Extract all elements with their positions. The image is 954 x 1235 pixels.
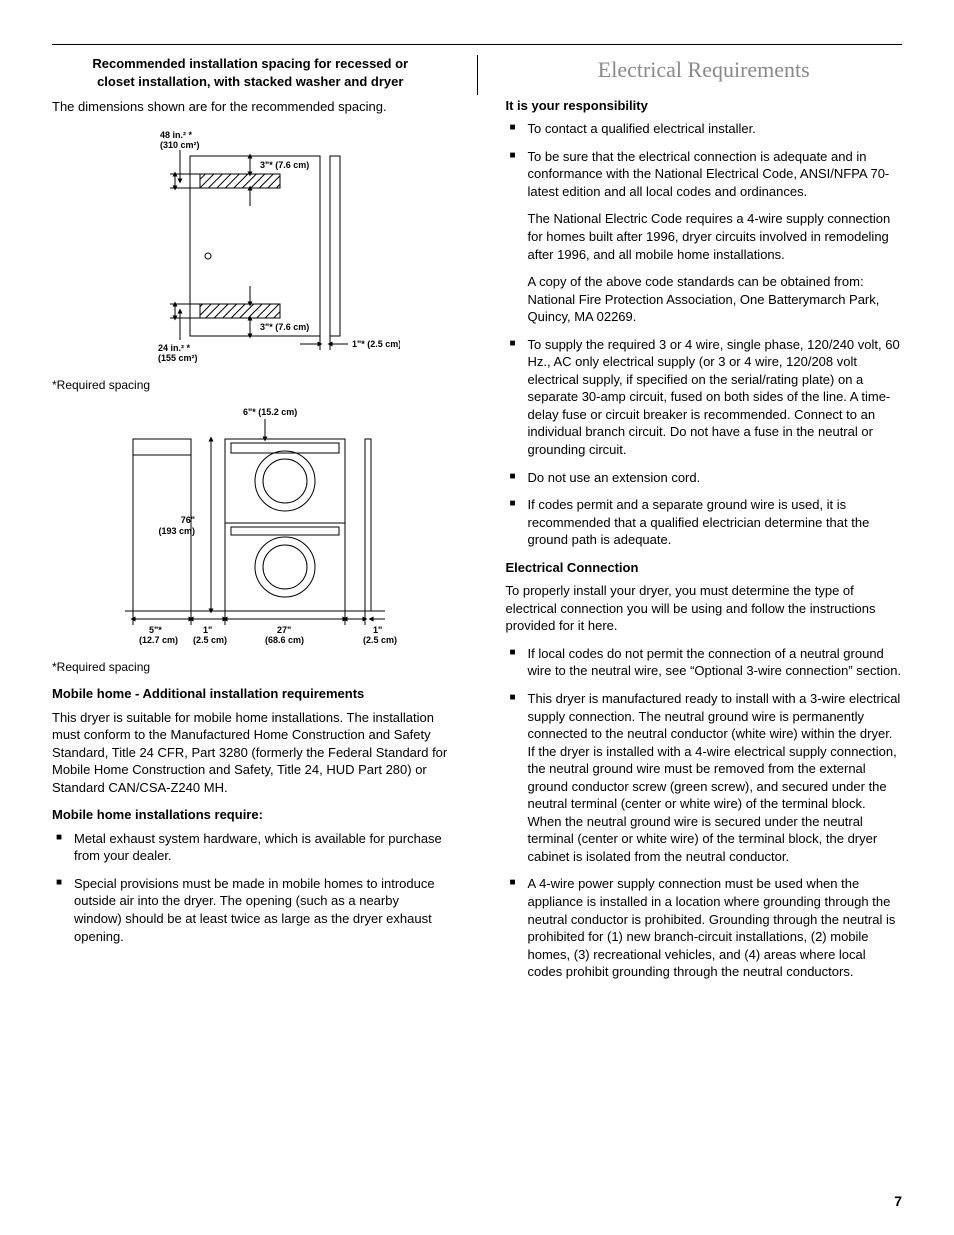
left-title-l2: closet installation, with stacked washer… [97, 74, 403, 89]
d2-r-a: 1" [373, 625, 382, 635]
two-column-layout: Recommended installation spacing for rec… [52, 44, 902, 991]
list-item: This dryer is manufactured ready to inst… [506, 690, 903, 865]
list-subpara: A copy of the above code standards can b… [528, 273, 903, 326]
left-intro: The dimensions shown are for the recomme… [52, 98, 449, 116]
conn-intro: To properly install your dryer, you must… [506, 582, 903, 635]
conn-title: Electrical Connection [506, 559, 903, 577]
d2-h-a: 76" [181, 515, 195, 525]
mobile-para: This dryer is suitable for mobile home i… [52, 709, 449, 797]
list-text: To supply the required 3 or 4 wire, sing… [528, 337, 900, 457]
list-text: To be sure that the electrical connectio… [528, 149, 890, 199]
req-spacing-1: *Required spacing [52, 377, 449, 393]
right-column: Electrical Requirements It is your respo… [506, 55, 903, 991]
d2-l2-b: (2.5 cm) [193, 635, 227, 645]
d1-top-b: (310 cm²) [160, 140, 200, 150]
list-text: To contact a qualified electrical instal… [528, 121, 756, 136]
list-item: To be sure that the electrical connectio… [506, 148, 903, 326]
left-column: Recommended installation spacing for rec… [52, 55, 449, 991]
d2-l-b: (12.7 cm) [139, 635, 178, 645]
resp-title: It is your responsibility [506, 97, 903, 115]
list-item: A 4-wire power supply connection must be… [506, 875, 903, 980]
list-item: Do not use an extension cord. [506, 469, 903, 487]
d2-top: 6"* (15.2 cm) [243, 407, 297, 417]
diagram-closet-side: 48 in.² * (310 cm²) 3"* (7.6 cm) 3"* (7.… [100, 126, 400, 371]
d2-h-b: (193 cm) [159, 526, 196, 536]
req-spacing-2: *Required spacing [52, 659, 449, 675]
diagram-front-stacked: 6"* (15.2 cm) 76" (193 cm) 5"* (12.7 cm)… [85, 403, 415, 653]
d2-l2-a: 1" [203, 625, 212, 635]
list-subpara: The National Electric Code requires a 4-… [528, 210, 903, 263]
d2-m-b: (68.6 cm) [265, 635, 304, 645]
resp-list: To contact a qualified electrical instal… [506, 120, 903, 548]
mobile-req-list: Metal exhaust system hardware, which is … [52, 830, 449, 945]
list-item: To contact a qualified electrical instal… [506, 120, 903, 138]
d1-gap-bottom: 3"* (7.6 cm) [260, 322, 309, 332]
list-item: If codes permit and a separate ground wi… [506, 496, 903, 549]
list-item: Special provisions must be made in mobil… [52, 875, 449, 945]
left-title: Recommended installation spacing for rec… [52, 55, 449, 90]
list-item: Metal exhaust system hardware, which is … [52, 830, 449, 865]
list-item: If local codes do not permit the connect… [506, 645, 903, 680]
d2-r-b: (2.5 cm) [363, 635, 397, 645]
conn-list: If local codes do not permit the connect… [506, 645, 903, 981]
d1-gap-top: 3"* (7.6 cm) [260, 160, 309, 170]
d1-bot-a: 24 in.² * [158, 343, 191, 353]
d2-m-a: 27" [277, 625, 291, 635]
d2-l-a: 5"* [149, 625, 162, 635]
page-number: 7 [894, 1192, 902, 1211]
d1-bot-b: (155 cm²) [158, 353, 198, 363]
list-item: To supply the required 3 or 4 wire, sing… [506, 336, 903, 459]
mobile-title: Mobile home - Additional installation re… [52, 685, 449, 703]
d1-side: 1"* (2.5 cm) [352, 339, 400, 349]
d1-top-a: 48 in.² * [160, 130, 193, 140]
column-divider [477, 55, 478, 95]
list-text: If codes permit and a separate ground wi… [528, 497, 870, 547]
mobile-req-title: Mobile home installations require: [52, 806, 449, 824]
list-text: Do not use an extension cord. [528, 470, 701, 485]
section-title: Electrical Requirements [506, 55, 903, 85]
left-title-l1: Recommended installation spacing for rec… [92, 56, 408, 71]
